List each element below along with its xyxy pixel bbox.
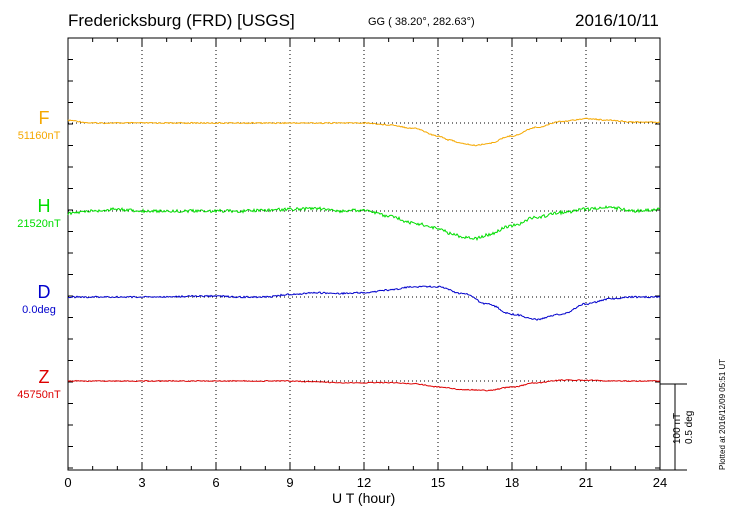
scale-nt-label: 100 nT — [672, 412, 683, 444]
component-baseline-f: 51160nT — [17, 130, 61, 142]
component-baseline-h: 21520nT — [17, 218, 61, 230]
series-line-f — [67, 117, 661, 147]
component-letter-z: Z — [38, 367, 50, 387]
component-letter-h: H — [37, 196, 51, 216]
axis-ticks: 0 3 6 9 12 15 18 21 24 — [64, 38, 667, 490]
x-tick-label: 24 — [653, 475, 667, 490]
component-baseline-d: 0.0deg — [22, 304, 56, 316]
x-axis-label: U T (hour) — [332, 490, 396, 506]
component-letter-d: D — [37, 282, 51, 302]
component-letter-f: F — [38, 108, 50, 128]
station-title: Fredericksburg (FRD) [USGS] — [68, 11, 295, 30]
data-series — [67, 117, 661, 392]
scale-bar — [660, 383, 687, 471]
series-line-z — [67, 379, 660, 392]
x-tick-label: 0 — [64, 475, 71, 490]
x-tick-label: 18 — [505, 475, 519, 490]
component-baseline-z: 45750nT — [17, 389, 61, 401]
series-line-d — [68, 285, 661, 321]
x-tick-label: 6 — [212, 475, 219, 490]
gridlines — [141, 38, 587, 470]
plot-date: 2016/10/11 — [575, 11, 659, 30]
x-tick-label: 15 — [431, 475, 445, 490]
x-tick-label: 21 — [579, 475, 593, 490]
x-tick-label: 3 — [138, 475, 145, 490]
x-tick-label: 12 — [357, 475, 371, 490]
station-coordinates: GG ( 38.20°, 282.63°) — [368, 16, 475, 28]
scale-deg-label: 0.5 deg — [684, 410, 695, 444]
x-tick-label: 9 — [286, 475, 293, 490]
plotted-timestamp: Plotted at 2016/12/09 05:51 UT — [718, 358, 727, 470]
series-line-h — [67, 205, 661, 242]
